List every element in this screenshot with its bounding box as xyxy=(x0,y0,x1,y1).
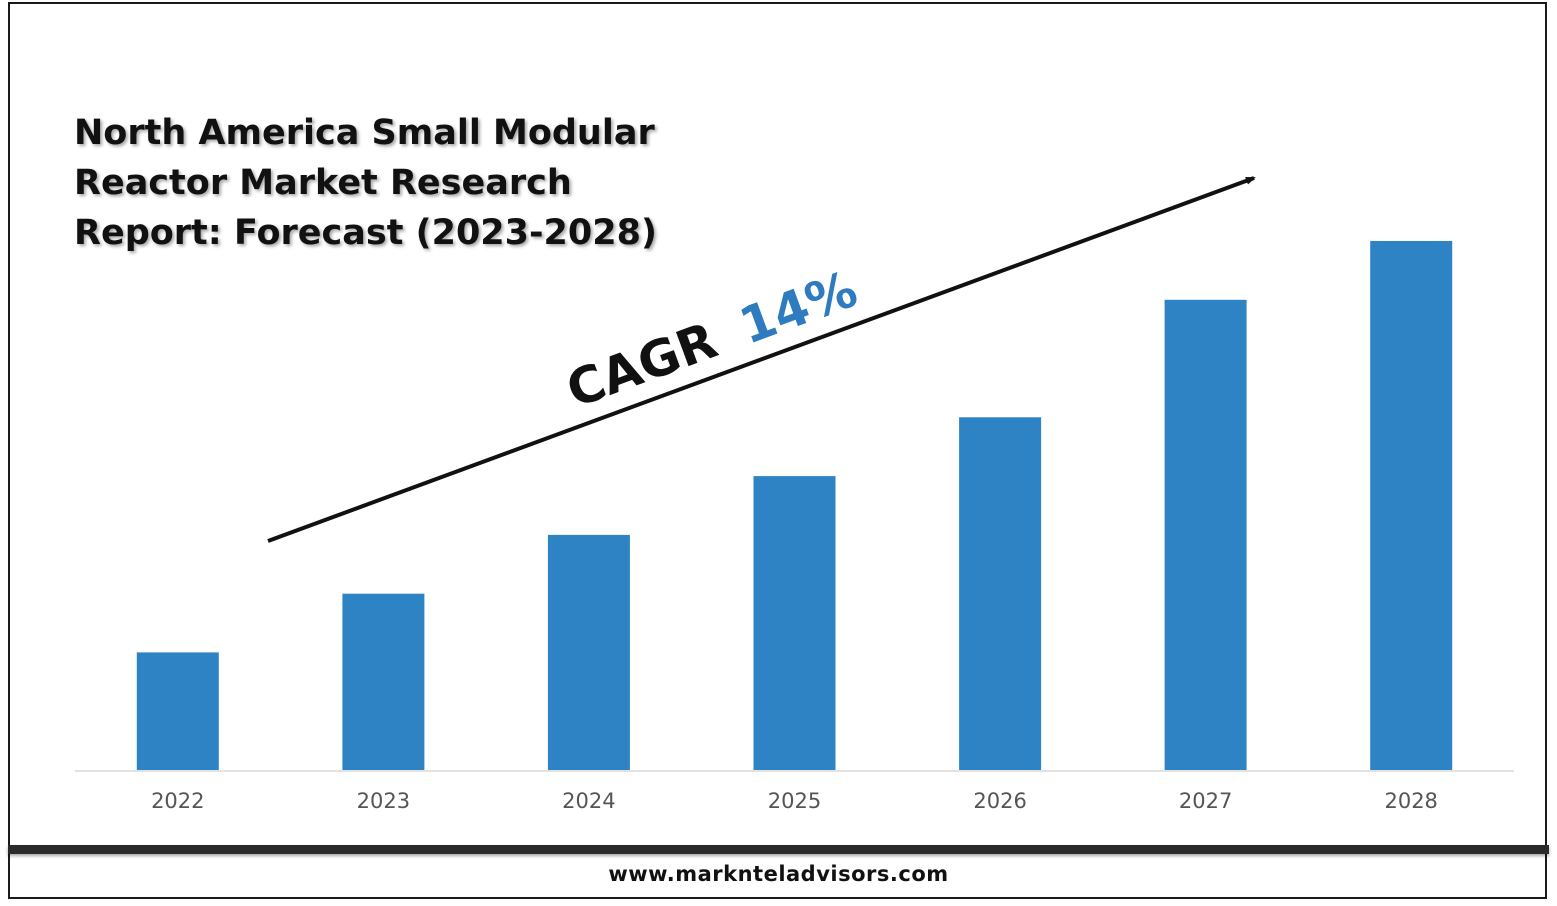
x-tick-label-2022: 2022 xyxy=(151,789,204,813)
bar-2026 xyxy=(959,417,1042,770)
footer-bar xyxy=(8,845,1549,854)
x-tick-label-2024: 2024 xyxy=(562,789,615,813)
bar-2027 xyxy=(1164,299,1247,770)
bar-2025 xyxy=(753,476,836,770)
x-tick-label-2026: 2026 xyxy=(973,789,1026,813)
cagr-value: 14% xyxy=(732,260,864,356)
x-tick-label-2028: 2028 xyxy=(1384,789,1437,813)
cagr-trend-arrow xyxy=(267,176,1256,543)
bar-2022 xyxy=(136,652,219,770)
bar-series xyxy=(136,241,1453,770)
x-tick-label-2027: 2027 xyxy=(1179,789,1232,813)
x-tick-label-2025: 2025 xyxy=(768,789,821,813)
bar-2023 xyxy=(342,593,425,770)
chart-title: North America Small Modular Reactor Mark… xyxy=(74,113,657,253)
bar-2024 xyxy=(547,534,630,770)
x-axis-ticks: 2022 2023 2024 2025 2026 2027 2028 xyxy=(151,789,1438,813)
bar-2028 xyxy=(1370,241,1453,770)
x-tick-label-2023: 2023 xyxy=(357,789,410,813)
footer-website: www.marknteladvisors.com xyxy=(608,862,949,886)
